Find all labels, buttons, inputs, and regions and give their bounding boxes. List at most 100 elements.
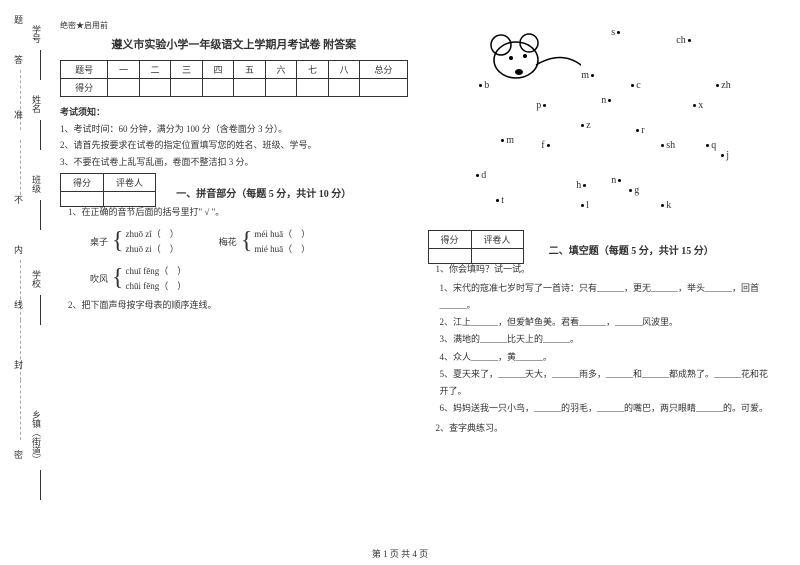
dot-letter: r — [636, 125, 644, 136]
dot-letter: m — [581, 70, 594, 81]
side-line — [40, 50, 41, 80]
brace-icon: { — [112, 269, 124, 288]
dotted-line — [20, 320, 21, 380]
dot-letter: m — [501, 135, 514, 146]
dot-letter: n — [601, 95, 611, 106]
mark: 内 — [12, 245, 25, 254]
mark: 答 — [12, 55, 25, 64]
pinyin-option: mié huā（ ） — [254, 242, 310, 256]
brace-chuifeng: 吹风 { chuī fēng（ ） chūi fēng（ ） — [90, 264, 408, 293]
pinyin-option: chuī fēng（ ） — [126, 264, 187, 278]
fill-4: 4、众人______，黄______。 — [440, 349, 776, 366]
dot-letter: q — [706, 140, 716, 151]
th: 总分 — [360, 61, 407, 79]
th: 八 — [328, 61, 360, 79]
td: 得分 — [61, 79, 108, 97]
th: 六 — [265, 61, 297, 79]
score-table: 题号 一 二 三 四 五 六 七 八 总分 得分 — [60, 60, 408, 97]
th: 二 — [139, 61, 171, 79]
th: 三 — [171, 61, 203, 79]
score-value-row: 得分 — [61, 79, 408, 97]
side-line — [40, 120, 41, 150]
dot-letter: d — [476, 170, 486, 181]
mark: 准 — [12, 110, 25, 119]
side-label-banji: 班级 — [30, 175, 43, 193]
notice-label: 考试须知： — [60, 105, 408, 118]
th: 五 — [234, 61, 266, 79]
dot-letter: h — [576, 180, 586, 191]
q1-2: 2、把下面声母按字母表的顺序连线。 — [68, 297, 408, 313]
side-label-xuexiao: 学校 — [30, 270, 43, 288]
th: 一 — [108, 61, 140, 79]
q2-2: 2、查字典练习。 — [436, 420, 776, 436]
dot-letter: b — [479, 80, 489, 91]
td — [234, 79, 266, 97]
dot-letter: s — [611, 27, 620, 38]
pinyin-option: zhuō zǐ（ ） — [126, 227, 179, 241]
dot-letter: j — [721, 150, 729, 161]
score-header-row: 题号 一 二 三 四 五 六 七 八 总分 — [61, 61, 408, 79]
brace-label: 吹风 — [90, 272, 108, 285]
td — [360, 79, 407, 97]
fill-1: 1、宋代的寇准七岁时写了一首诗：只有______，更无______，举头____… — [440, 280, 776, 314]
fill-3: 3、满地的______比天上的______。 — [440, 331, 776, 348]
mark: 线 — [12, 300, 25, 309]
side-label-xiangzhen: 乡镇（街道） — [30, 410, 43, 464]
dot-letter: t — [496, 195, 504, 206]
dotted-line — [20, 140, 21, 200]
mark: 封 — [12, 360, 25, 369]
side-label-xingming: 姓名 — [30, 95, 43, 113]
th: 四 — [202, 61, 234, 79]
th: 七 — [297, 61, 329, 79]
notice-3: 3、不要在试卷上乱写乱画，卷面不整洁扣 3 分。 — [60, 155, 408, 169]
confidential-tag: 绝密★启用前 — [60, 20, 408, 31]
mt-cell: 得分 — [428, 231, 471, 249]
td — [202, 79, 234, 97]
left-column: 绝密★启用前 遵义市实验小学一年级语文上学期月考试卷 附答案 题号 一 二 三 … — [50, 20, 418, 550]
dot-letter: ch — [676, 35, 690, 46]
section1-title: 一、拼音部分（每题 5 分，共计 10 分） — [120, 185, 408, 200]
pinyin-option: chūi fēng（ ） — [126, 279, 187, 293]
dot-letter: p — [536, 100, 546, 111]
th: 题号 — [61, 61, 108, 79]
dotted-line — [20, 380, 21, 440]
q2-1: 1、你会填吗？试一试。 — [436, 261, 776, 277]
page-content: 绝密★启用前 遵义市实验小学一年级语文上学期月考试卷 附答案 题号 一 二 三 … — [0, 0, 800, 565]
brace-icon: { — [241, 232, 253, 251]
connect-dots-diagram: schbmczhpnxzrmfshqjdhngtlk — [461, 25, 741, 215]
dot-letter: z — [581, 120, 590, 131]
brace-meihua: 梅花 { méi huā（ ） mié huā（ ） — [219, 227, 310, 256]
td — [139, 79, 171, 97]
side-line — [40, 200, 41, 230]
binding-sidebar: 学号 姓名 班级 学校 乡镇（街道） 题 答 准 不 内 线 封 密 — [0, 0, 50, 565]
dot-letter: c — [631, 80, 640, 91]
mark: 不 — [12, 195, 25, 204]
pinyin-option: méi huā（ ） — [254, 227, 310, 241]
mt-cell: 得分 — [61, 174, 104, 192]
dot-letter: zh — [716, 80, 730, 91]
dotted-line — [20, 260, 21, 320]
pinyin-option: zhuō zi（ ） — [126, 242, 179, 256]
right-column: schbmczhpnxzrmfshqjdhngtlk 得分评卷人 二、填空题（每… — [418, 20, 786, 550]
dotted-line — [20, 70, 21, 130]
fill-2: 2、江上______，但爱鲈鱼美。君看______，______风波里。 — [440, 314, 776, 331]
dot-letter: k — [661, 200, 671, 211]
mouse-icon — [481, 30, 581, 90]
mark: 题 — [12, 15, 25, 24]
dot-letter: l — [581, 200, 589, 211]
fill-5: 5、夏天来了，______天大，______雨多，______和______都成… — [440, 366, 776, 400]
side-line — [40, 470, 41, 500]
side-label-xuehao: 学号 — [30, 25, 43, 43]
td — [265, 79, 297, 97]
brace-label: 梅花 — [219, 235, 237, 248]
brace-label: 桌子 — [90, 235, 108, 248]
brace-zhuozi: 桌子 { zhuō zǐ（ ） zhuō zi（ ） — [90, 227, 179, 256]
side-line — [40, 295, 41, 325]
exam-title: 遵义市实验小学一年级语文上学期月考试卷 附答案 — [60, 36, 408, 52]
td — [108, 79, 140, 97]
dot-letter: g — [629, 185, 639, 196]
mark: 密 — [12, 450, 25, 459]
notice-2: 2、请首先按要求在试卷的指定位置填写您的姓名、班级、学号。 — [60, 138, 408, 152]
q1-1: 1、在正确的音节后面的括号里打" √ "。 — [68, 204, 408, 220]
notice-1: 1、考试时间：60 分钟，满分为 100 分（含卷面分 3 分）。 — [60, 122, 408, 136]
